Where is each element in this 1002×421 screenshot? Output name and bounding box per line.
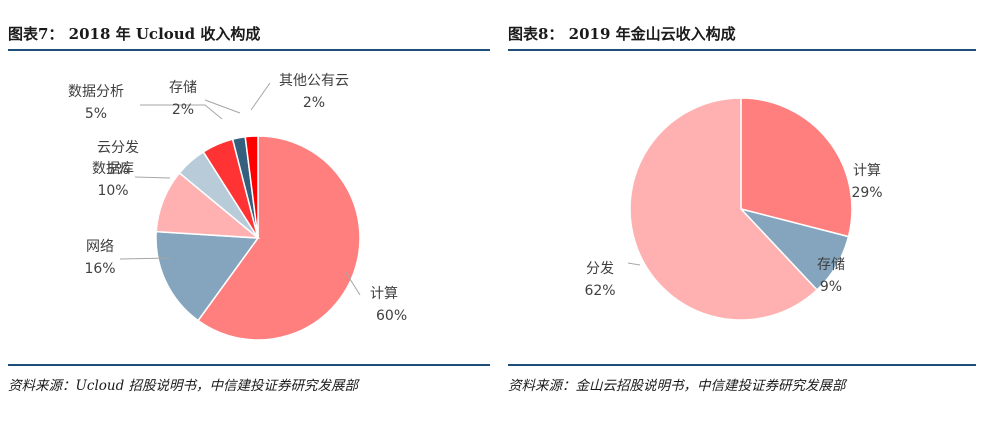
figure-7-panel: 图表7： 2018 年 Ucloud 收入构成 计算 60% 网络 16% 数据库 10%… [0,0,490,421]
slice-label: 计算 [853,163,881,179]
slice-value-label: 2% [303,95,325,111]
pie-slice [197,135,361,341]
slice-label: 数据分析 [68,84,124,100]
slice-value-label: 10% [97,183,128,199]
leader-line [627,262,641,266]
figure-7-top-rule [8,49,490,51]
leader-line [134,176,171,179]
slice-label: 存储 [169,80,197,96]
slice-value-label: 2% [172,102,194,118]
figure-8-pie-chart: 计算 29% 存储 9% 分发 62% [584,97,883,321]
slice-label: 云分发 [97,140,139,156]
figure-7-pie-chart: 计算 60% 网络 16% 数据库 10% 云分发 5% 数据分析 5% 存储 2% 其他公有云 2% [68,73,407,341]
pie-slice [629,97,819,321]
slice-value-label: 62% [584,283,615,299]
leader-line [250,82,271,111]
slice-label: 存储 [817,257,845,273]
figure-7-bottom-rule [8,364,490,366]
figure-8-title: 图表8： 2019 年金山云收入构成 [508,25,736,43]
slice-label: 其他公有云 [279,73,349,89]
slice-label: 数据库 [92,161,134,177]
figure-8-top-rule [508,49,976,51]
leader-line [204,99,241,114]
pie-slice [740,97,853,238]
slice-value-label: 9% [820,279,842,295]
figure-7-source: 资料来源：Ucloud 招股说明书，中信建投证券研究发展部 [8,378,359,394]
pie-slice [244,135,259,239]
figure-8-bottom-rule [508,364,976,366]
leader-line [344,270,361,296]
figure-8-source: 资料来源：金山云招股说明书，中信建投证券研究发展部 [508,378,846,394]
slice-value-label: 29% [851,185,882,201]
slice-value-label: 16% [84,261,115,277]
slice-value-label: 60% [376,308,407,324]
slice-label: 分发 [586,261,614,277]
pie-slice [155,230,260,322]
leader-line [119,257,171,260]
slice-label: 网络 [86,239,114,255]
figure-8-panel: 图表8： 2019 年金山云收入构成 计算 29% 存储 9% 分发 62% 资料来源：金… [500,0,1002,421]
slice-label: 计算 [370,286,398,302]
slice-value-label: 5% [107,162,129,178]
slice-value-label: 5% [85,106,107,122]
leader-line [140,104,223,120]
figure-7-title: 图表7： 2018 年 Ucloud 收入构成 [8,25,261,43]
